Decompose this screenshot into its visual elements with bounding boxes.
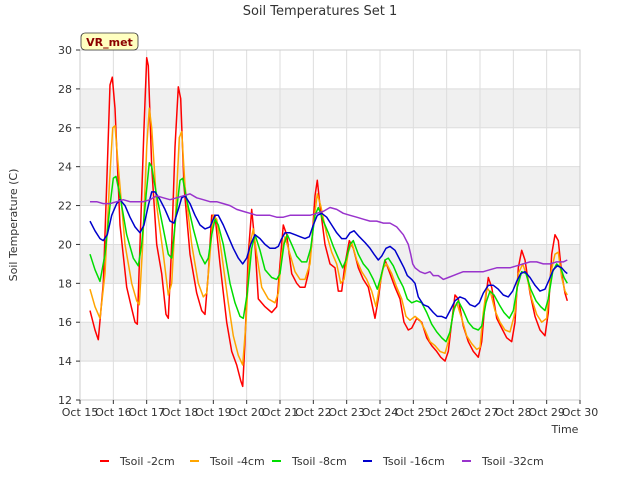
series-line-3 (89, 162, 568, 343)
y-axis-label: Soil Temperature (C) (7, 169, 20, 282)
x-axis-label: Time (551, 423, 579, 436)
x-tick-label: Oct 25 (395, 406, 432, 419)
legend-label-5: Tsoil -32cm (481, 455, 544, 468)
x-tick-label: Oct 27 (462, 406, 499, 419)
chart-title: Soil Temperatures Set 1 (243, 4, 398, 19)
station-badge: VR_met (80, 32, 139, 51)
x-tick-label: Oct 15 (62, 406, 99, 419)
x-tick-label: Oct 16 (95, 406, 132, 419)
series-line-1 (89, 57, 569, 388)
y-tick-label: 20 (58, 238, 72, 251)
legend-label-3: Tsoil -8cm (291, 455, 347, 468)
x-tick-label: Oct 23 (328, 406, 365, 419)
plot-band (80, 166, 580, 206)
legend-label-2: Tsoil -4cm (209, 455, 265, 468)
x-tick-label: Oct 22 (295, 406, 332, 419)
x-tick-label: Oct 21 (262, 406, 299, 419)
x-tick-label: Oct 29 (528, 406, 565, 419)
x-tick-label: Oct 20 (228, 406, 265, 419)
x-tick-label: Oct 17 (128, 406, 165, 419)
legend: Tsoil -2cm Tsoil -4cm Tsoil -8cm Tsoil -16c… (100, 455, 544, 468)
legend-label-4: Tsoil -16cm (382, 455, 445, 468)
y-tick-label: 22 (58, 200, 72, 213)
x-tick-label: Oct 24 (362, 406, 399, 419)
x-tick-label: Oct 26 (428, 406, 465, 419)
x-tick-label: Oct 28 (495, 406, 532, 419)
series-line-5 (90, 193, 568, 281)
y-tick-label: 16 (58, 316, 72, 329)
y-tick-label: 14 (58, 355, 72, 368)
y-tick-label: 28 (58, 83, 72, 96)
plot-band (80, 88, 580, 128)
legend-label-1: Tsoil -2cm (119, 455, 175, 468)
y-tick-label: 30 (58, 44, 72, 57)
station-badge-label: VR_met (86, 36, 133, 49)
series-lines (89, 57, 569, 388)
station-badge-box (80, 32, 139, 51)
x-tick-label: Oct 19 (195, 406, 232, 419)
plot-frame (79, 49, 581, 401)
y-tick-label: 12 (58, 394, 72, 407)
plot-band (80, 322, 580, 362)
y-tick-label: 18 (58, 277, 72, 290)
series-line-4 (89, 191, 568, 320)
y-tick-label: 26 (58, 122, 72, 135)
plot-area (80, 50, 580, 400)
x-tick-label: Oct 30 (562, 406, 599, 419)
y-tick-label: 24 (58, 161, 72, 174)
x-tick-label: Oct 18 (162, 406, 199, 419)
